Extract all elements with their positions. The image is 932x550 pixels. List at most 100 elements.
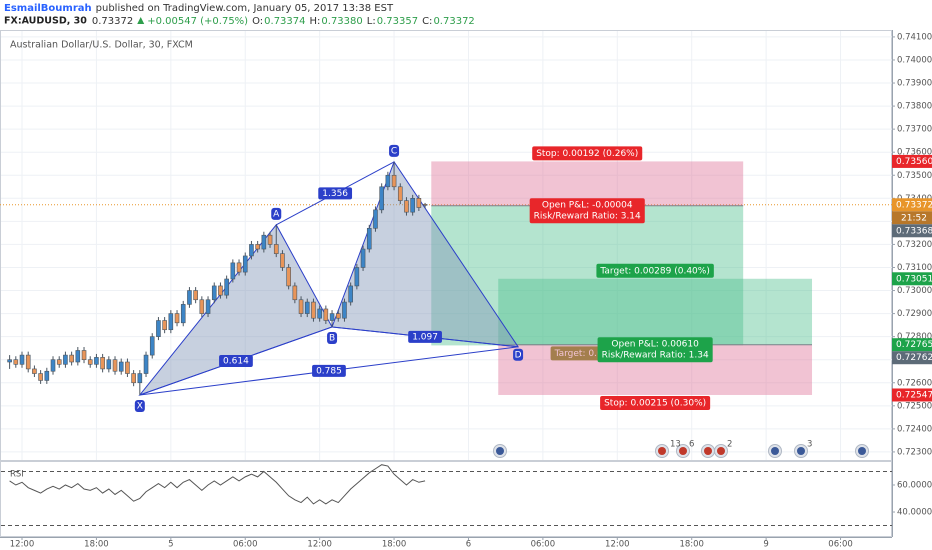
candle-body (373, 209, 378, 229)
candle-body (397, 186, 403, 201)
ratio-label: 1.356 (318, 187, 353, 200)
candle-body (292, 285, 298, 301)
header-text: L: (367, 16, 376, 27)
y-tick-label: 0.72400 (897, 424, 932, 434)
axes: 0.74100 0.74000 0.73900 0.73800 0.73700 0.736… (1, 32, 932, 550)
label-bg (529, 198, 645, 224)
candle-body (187, 290, 192, 305)
candle-body (112, 359, 118, 372)
event-icon[interactable] (493, 444, 507, 458)
candle-body (87, 359, 93, 365)
candle-body (416, 198, 422, 208)
label-text: Open P&L: 0.00610 (611, 340, 699, 350)
price-marker-label: 0.72765 (896, 340, 932, 350)
candle-body (410, 198, 415, 213)
y-tick-label: 0.74000 (897, 55, 932, 65)
chart-title: Australian Dollar/U.S. Dollar, 30, FXCM (10, 40, 193, 51)
ratio-label: 0.614 (219, 354, 253, 367)
up-arrow (137, 17, 145, 24)
event-icon[interactable] (855, 444, 869, 458)
drawing-labels: 1.356 0.614 1.097 0.785 X A B C D (134, 144, 524, 412)
x-tick-label: 18:00 (382, 540, 407, 550)
rsi-line (9, 464, 426, 505)
ratio-label: 0.785 (312, 364, 346, 377)
candle-body (379, 186, 384, 211)
candle-body (218, 285, 223, 296)
candle-body (323, 308, 329, 321)
point-text: B (329, 333, 335, 343)
point-label: A (271, 207, 282, 220)
candle-body (162, 320, 167, 331)
candle-body (193, 290, 198, 301)
event-icon[interactable] (676, 444, 690, 458)
price-marker-label: 0.73051 (896, 274, 932, 284)
y-tick-label: 0.72600 (897, 378, 932, 388)
candle-body (280, 253, 285, 268)
candle-body (50, 359, 56, 372)
label-text: Stop: 0.00192 (0.26%) (536, 149, 638, 159)
event-icon[interactable] (768, 444, 782, 458)
candle-body (267, 234, 273, 245)
point-label: D (513, 348, 524, 361)
price-marker (892, 351, 932, 365)
label-text: Risk/Reward Ratio: 1.34 (602, 351, 709, 361)
price-marker-label: 0.73372 (896, 200, 932, 210)
candle-body (255, 244, 260, 250)
header-text: 0.73357 (377, 16, 418, 27)
header-text: O: (252, 16, 263, 27)
label-bg (327, 331, 338, 344)
label-bg (312, 364, 346, 377)
label-bg (596, 263, 714, 278)
price-marker (892, 388, 932, 402)
candle-body (205, 299, 211, 314)
candle-body (317, 308, 322, 319)
candle-body (422, 204, 428, 206)
rsi-tick-label: 60.0000 (897, 480, 932, 490)
candle-body (131, 373, 136, 384)
label-text: Target: 0.00289 (0.40%) (599, 266, 709, 276)
event-icon[interactable] (655, 444, 669, 458)
label-bg (532, 146, 643, 161)
event-count: 13 (670, 440, 681, 450)
rsi-tick-label: 40.0000 (897, 508, 932, 518)
y-tick-label: 0.72900 (897, 309, 932, 319)
header-text: 0.73380 (321, 16, 362, 27)
event-icon[interactable] (714, 444, 728, 458)
candle-body (342, 301, 347, 319)
candle-body (298, 299, 304, 314)
x-tick-label: 12:00 (307, 540, 332, 550)
candle-body (69, 354, 74, 363)
candle-body (180, 304, 186, 324)
header-text: +0.00547 (+0.75%) (147, 16, 248, 27)
ratio-text: 1.097 (412, 332, 438, 342)
label-bg (271, 207, 282, 220)
event-icon[interactable] (794, 444, 808, 458)
header-text: FX:AUDUSD, 30 (4, 16, 87, 27)
label-text: Open P&L: -0.00004 (542, 201, 633, 211)
candle-body (38, 373, 43, 381)
position-label: Stop: 0.00215 (0.30%) (600, 395, 711, 410)
event-icon[interactable] (701, 444, 715, 458)
candle-body (230, 262, 236, 280)
label-bg (134, 399, 145, 412)
label-text: Stop: 0.00215 (0.30%) (604, 398, 706, 408)
candle-body (348, 285, 353, 303)
candle-body (125, 361, 130, 374)
candle-body (81, 350, 87, 361)
countdown: 21:52 (901, 213, 927, 223)
event-count: 6 (689, 440, 694, 450)
candle-body (19, 354, 25, 365)
x-tick-label: 06:00 (531, 540, 556, 550)
price-pane (0, 30, 892, 461)
candle-body (7, 359, 12, 363)
y-tick-label: 0.73000 (897, 286, 932, 296)
label-bg (219, 354, 253, 367)
candle-body (249, 244, 254, 257)
candle-body (335, 313, 341, 319)
header-text: published on TradingView.com, January 05… (96, 3, 394, 14)
candle-body (44, 370, 50, 381)
ratio-label: 1.097 (408, 330, 442, 343)
candle-body (211, 285, 217, 301)
